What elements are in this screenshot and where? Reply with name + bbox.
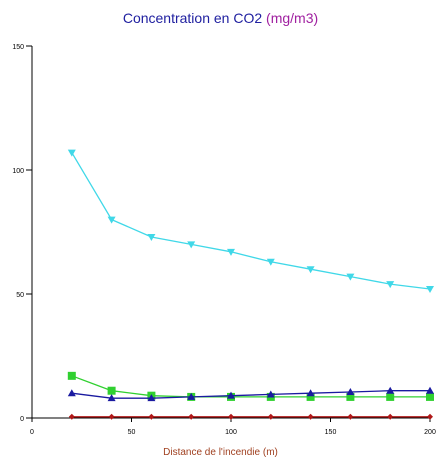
- x-tick-label: 50: [128, 429, 136, 436]
- x-tick-label: 200: [424, 429, 436, 436]
- x-axis-label: Distance de l'incendie (m): [0, 447, 441, 458]
- data-point: [68, 389, 76, 396]
- y-tick-label: 150: [12, 44, 24, 51]
- data-point: [108, 387, 116, 395]
- data-point: [68, 150, 76, 157]
- data-point: [347, 414, 353, 420]
- data-point: [69, 414, 75, 420]
- data-point: [387, 414, 393, 420]
- data-point: [268, 414, 274, 420]
- x-tick-label: 100: [225, 429, 237, 436]
- data-point: [188, 414, 194, 420]
- data-point: [426, 393, 434, 401]
- x-tick-label: 150: [325, 429, 337, 436]
- series-line-2: [72, 376, 430, 397]
- data-point: [148, 414, 154, 420]
- data-point: [228, 414, 234, 420]
- data-point: [386, 393, 394, 401]
- x-tick-label: 0: [30, 429, 34, 436]
- series-line-1: [72, 153, 430, 289]
- data-point: [68, 372, 76, 380]
- y-tick-label: 100: [12, 168, 24, 175]
- data-point: [109, 414, 115, 420]
- data-point: [308, 414, 314, 420]
- data-point: [108, 217, 116, 224]
- y-tick-label: 0: [20, 416, 24, 423]
- data-point: [426, 286, 434, 293]
- data-point: [427, 414, 433, 420]
- y-tick-label: 50: [16, 292, 24, 299]
